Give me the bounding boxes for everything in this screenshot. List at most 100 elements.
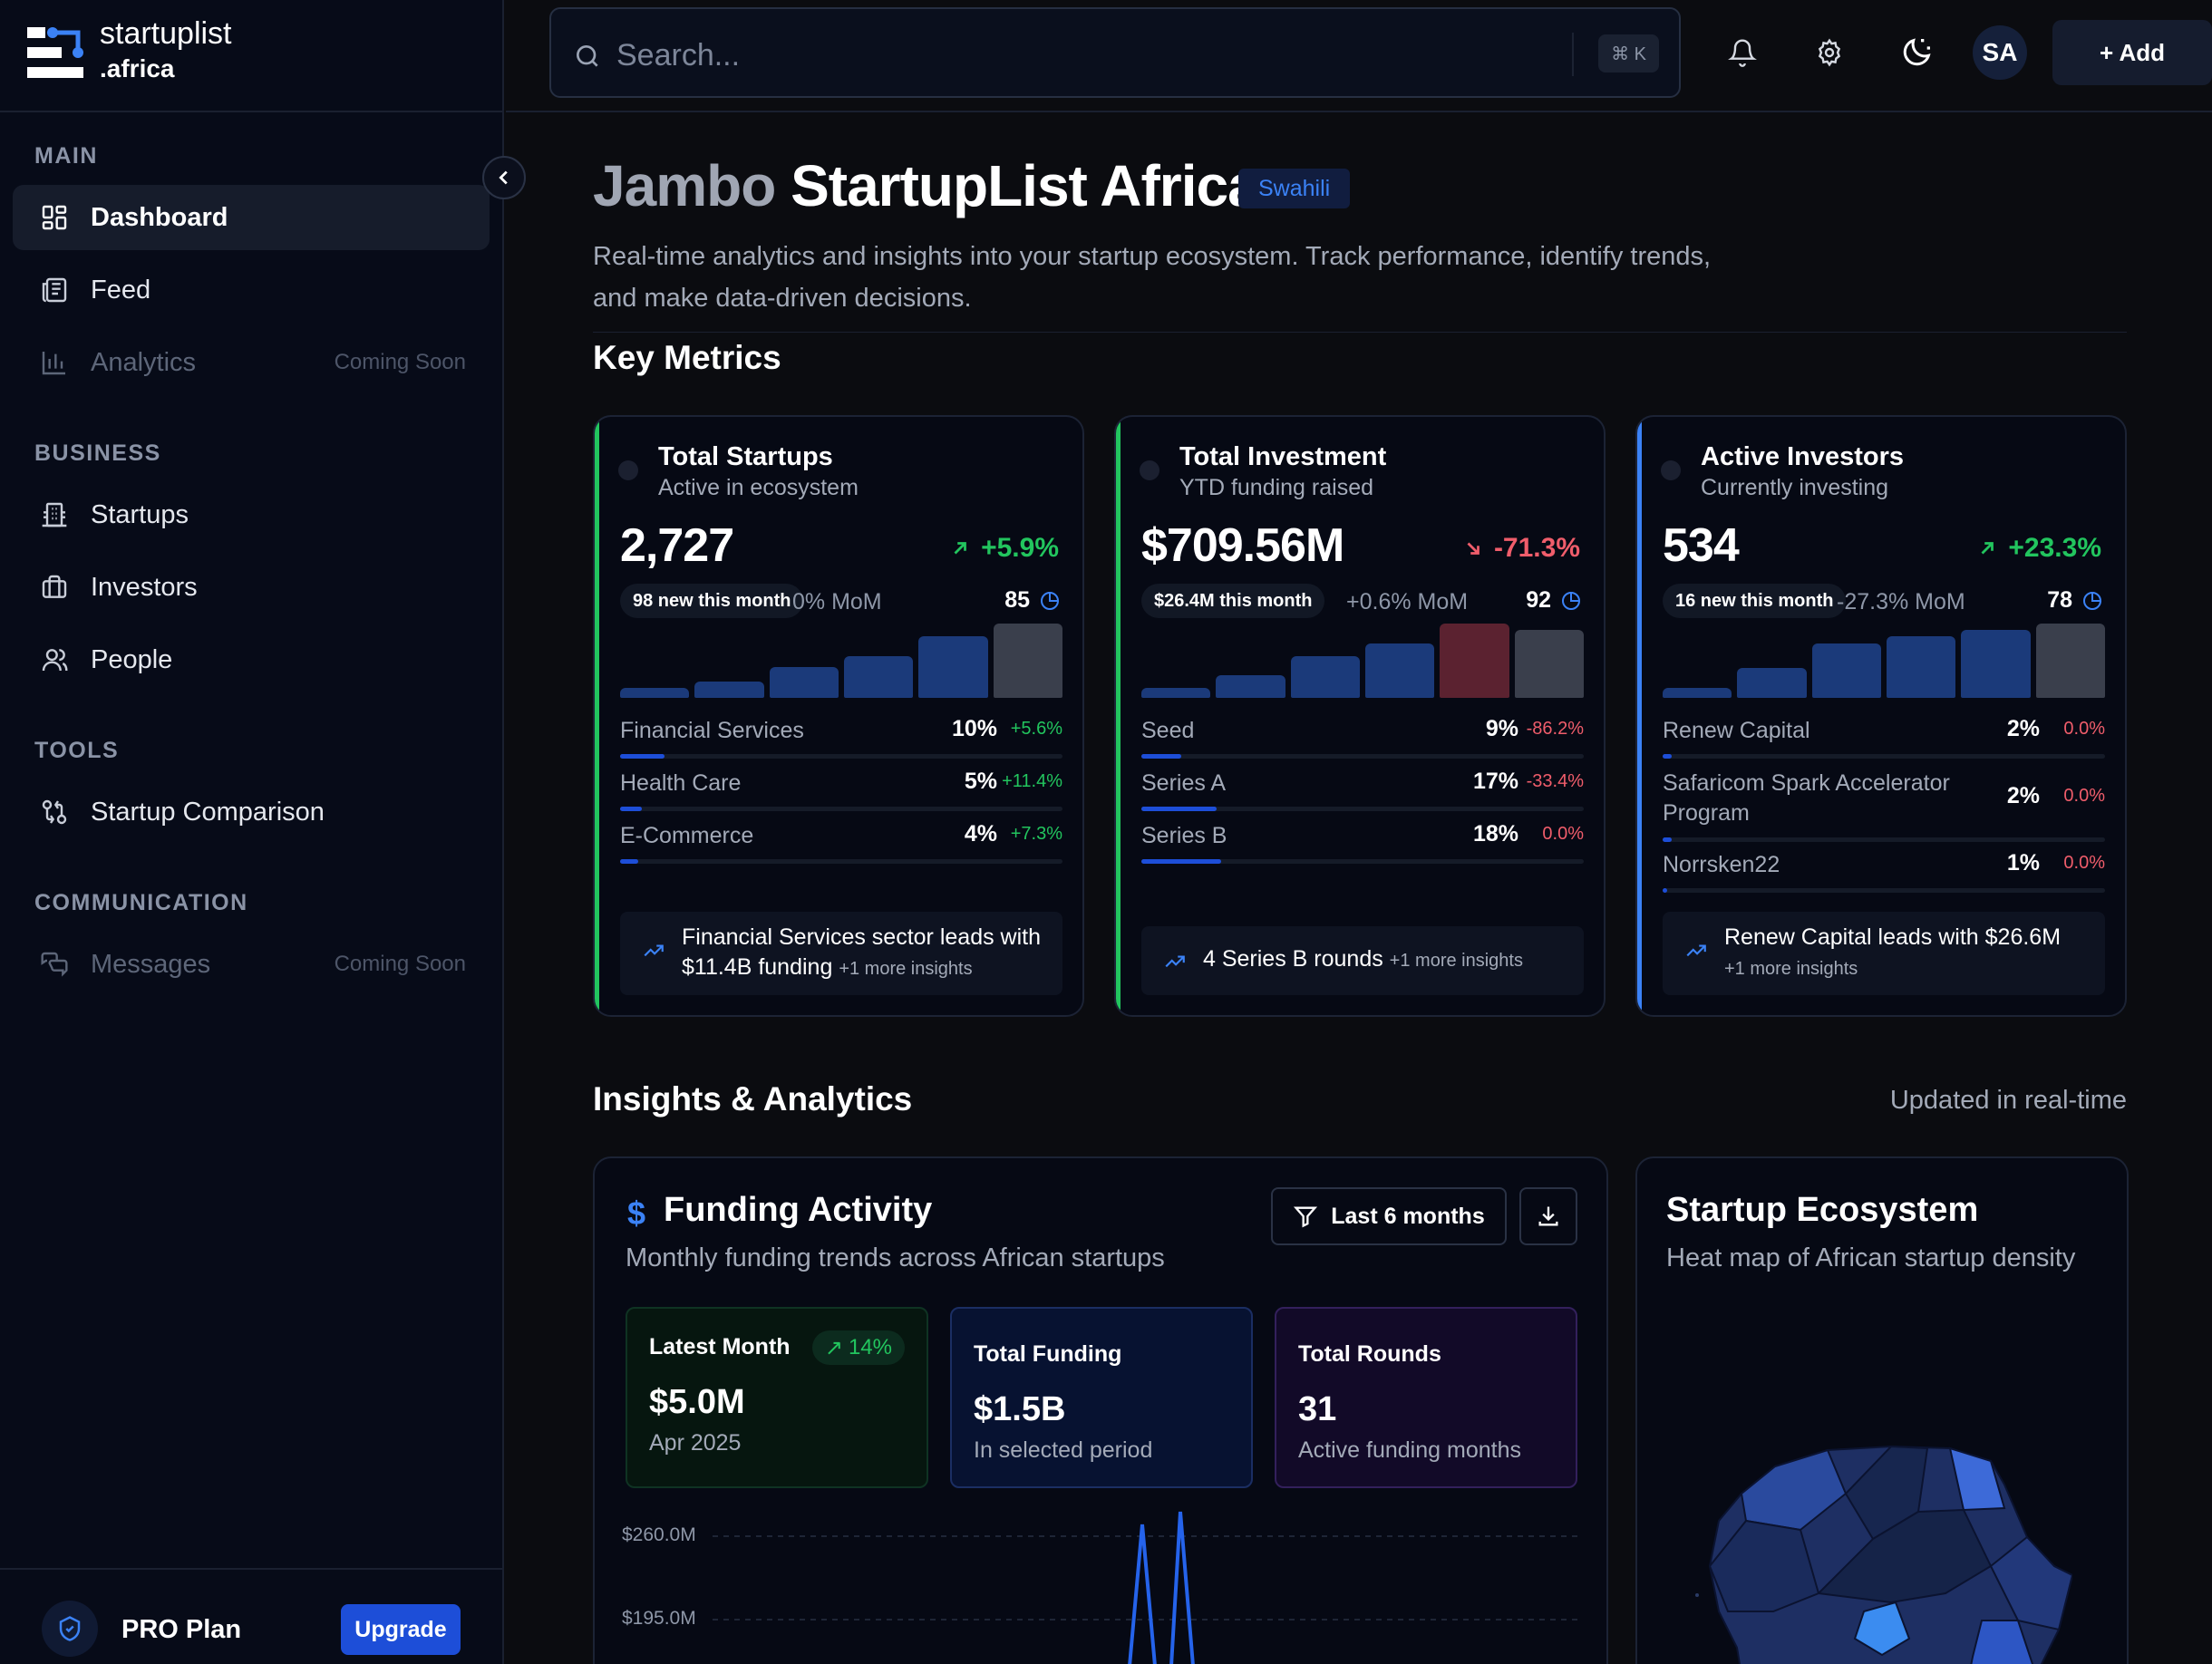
briefcase-icon (36, 569, 73, 605)
breakdown-change: +7.3% (1010, 824, 1062, 844)
mini-bar-chart (1141, 624, 1584, 698)
sidebar-item-startup-comparison[interactable]: Startup Comparison (13, 779, 490, 845)
mini-bar (694, 681, 764, 698)
sidebar-item-analytics[interactable]: Analytics Coming Soon (13, 330, 490, 395)
metric-title: Total Investment (1179, 442, 1387, 471)
mini-bar-chart (620, 624, 1062, 698)
metric-change-value: +5.9% (981, 533, 1059, 563)
ecosystem-title: Startup Ecosystem (1666, 1191, 1979, 1229)
keyboard-shortcut: ⌘ K (1598, 34, 1659, 73)
users-icon (36, 642, 73, 678)
brand[interactable]: startuplist .africa (0, 0, 504, 112)
stat-value: $1.5B (974, 1390, 1066, 1428)
bell-icon[interactable] (1721, 31, 1764, 74)
metric-change: +5.9% (950, 533, 1059, 564)
status-dot (1140, 460, 1159, 480)
breakdown-change: 0.0% (1542, 824, 1584, 844)
divider (593, 332, 2127, 333)
stat-value: $5.0M (649, 1383, 745, 1421)
funding-series-line (713, 1511, 1579, 1664)
breakdown-value: 17% (1472, 769, 1518, 794)
search-input[interactable]: Search... ⌘ K (549, 7, 1681, 98)
add-button[interactable]: + Add (2052, 20, 2212, 85)
nav-section-business: BUSINESS (34, 440, 161, 466)
collapse-sidebar-button[interactable] (482, 156, 526, 199)
sidebar-item-feed[interactable]: Feed (13, 257, 490, 323)
period-filter-button[interactable]: Last 6 months (1271, 1187, 1507, 1245)
upgrade-button[interactable]: Upgrade (341, 1604, 461, 1655)
updated-label: Updated in real-time (1889, 1086, 2127, 1115)
breakdown-label: E-Commerce (620, 823, 754, 848)
card-accent (595, 417, 599, 1015)
stat-value: 31 (1298, 1390, 1337, 1428)
newspaper-icon (36, 272, 73, 308)
stat-sub: Active funding months (1298, 1437, 1521, 1463)
mini-bar (1663, 687, 1732, 698)
ecosystem-subtitle: Heat map of African startup density (1666, 1243, 2076, 1272)
sidebar-item-investors[interactable]: Investors (13, 555, 490, 620)
progress-track (620, 754, 1062, 759)
score: 85 (1004, 587, 1061, 614)
building-icon (36, 497, 73, 533)
sidebar-item-messages[interactable]: Messages Coming Soon (13, 932, 490, 997)
more-insights-link[interactable]: +1 more insights (1389, 951, 1523, 971)
insight-box[interactable]: Renew Capital leads with $26.6M +1 more … (1663, 912, 2105, 995)
sidebar-item-label: Messages (91, 949, 211, 979)
trend-arrow-icon (1977, 538, 1997, 558)
nav-section-tools: TOOLS (34, 738, 120, 763)
stat-total-rounds: Total Rounds 31 Active funding months (1275, 1307, 1577, 1488)
sidebar-item-people[interactable]: People (13, 627, 490, 692)
stat-label: Total Funding (974, 1341, 1122, 1367)
mini-bar (1365, 643, 1435, 698)
insight-box[interactable]: 4 Series B rounds +1 more insights (1141, 926, 1584, 995)
progress-fill (620, 807, 643, 811)
download-button[interactable] (1519, 1187, 1577, 1245)
sidebar-item-label: Startup Comparison (91, 797, 325, 827)
more-insights-link[interactable]: +1 more insights (1724, 959, 1858, 979)
metric-card-active-investors[interactable]: Active Investors Currently investing 534… (1635, 415, 2127, 1017)
brand-tld: .africa (100, 54, 175, 82)
metric-card-total-investment[interactable]: Total Investment YTD funding raised $709… (1114, 415, 1606, 1017)
progress-fill (1663, 754, 1672, 759)
logo-icon (25, 24, 87, 83)
gear-icon[interactable] (1808, 31, 1851, 74)
metric-value: $709.56M (1141, 519, 1344, 572)
metric-card-total-startups[interactable]: Total Startups Active in ecosystem 2,727… (593, 415, 1084, 1017)
breakdown-value: 4% (964, 821, 997, 847)
language-badge[interactable]: Swahili (1238, 169, 1351, 208)
breakdown-label: Renew Capital (1663, 718, 1810, 743)
progress-track (620, 859, 1062, 864)
mini-bar (993, 624, 1062, 698)
insights-title: Insights & Analytics (593, 1080, 913, 1117)
insight-text: Financial Services sector leads with $11… (682, 923, 1044, 984)
metric-subtitle: Active in ecosystem (658, 475, 859, 500)
card-accent (1116, 417, 1121, 1015)
sidebar-item-dashboard[interactable]: Dashboard (13, 185, 490, 250)
sidebar-item-label: People (91, 644, 173, 674)
avatar[interactable]: SA (1973, 25, 2027, 80)
more-insights-link[interactable]: +1 more insights (839, 959, 973, 979)
africa-heat-map (1695, 1445, 2072, 1664)
breakdown-change: 0.0% (2063, 786, 2105, 806)
mini-bar (1811, 643, 1881, 698)
mini-bar-chart (1663, 624, 2105, 698)
filter-icon (1293, 1204, 1318, 1229)
moon-icon[interactable] (1895, 31, 1938, 74)
breakdown-change: 0.0% (2063, 719, 2105, 739)
pie-chart-icon (1039, 590, 1061, 612)
y-tick-label: $260.0M (622, 1524, 696, 1545)
new-this-month-badge: 98 new this month (620, 584, 804, 618)
mini-bar (1514, 629, 1584, 698)
arrow-up-right-icon: ↗ (824, 1335, 843, 1360)
region-north (1844, 1445, 1929, 1541)
bar-chart-icon (36, 344, 73, 381)
sidebar-item-startups[interactable]: Startups (13, 482, 490, 547)
metric-subtitle: Currently investing (1701, 475, 1889, 500)
progress-fill (1663, 837, 1672, 842)
insight-box[interactable]: Financial Services sector leads with $11… (620, 912, 1062, 995)
coming-soon-badge: Coming Soon (334, 952, 466, 976)
plan-label: PRO Plan (121, 1615, 242, 1644)
messages-icon (36, 946, 73, 982)
nav-section-main: MAIN (34, 143, 98, 169)
breakdown-label: Seed (1141, 718, 1195, 743)
